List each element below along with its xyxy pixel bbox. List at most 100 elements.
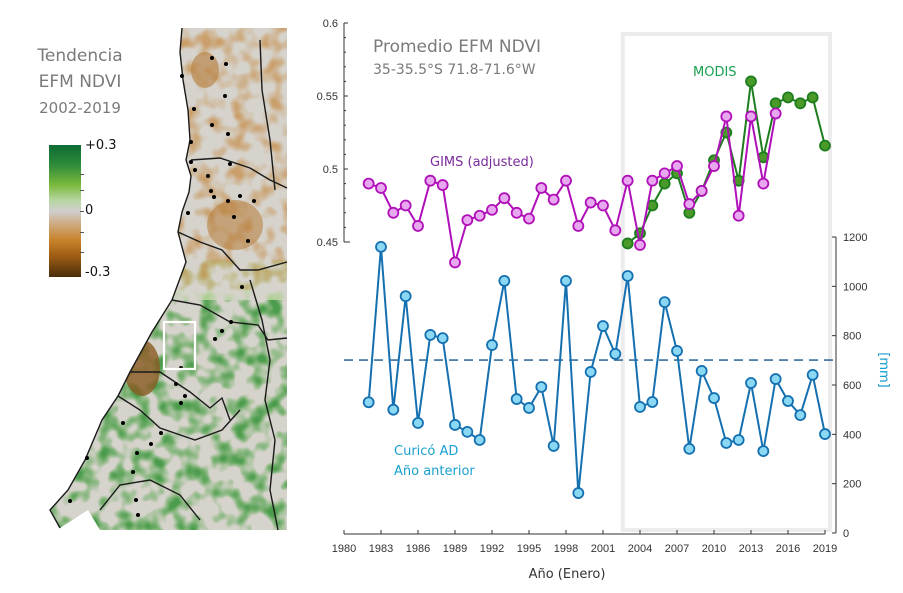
x-tick-label: 2016 [776, 543, 800, 555]
modis-series-label: MODIS [693, 65, 737, 80]
x-tick-label: 1980 [332, 543, 356, 555]
right-y-tick-label: 1000 [843, 281, 867, 293]
x-tick-label: 1989 [443, 543, 467, 555]
data-point-gims-adjusted [560, 174, 572, 187]
station-dot [135, 451, 139, 455]
ndvi-trend-map-panel: Tendencia EFM NDVI 2002-2019 +0.3 0 -0.3 [0, 0, 300, 593]
station-dot [226, 199, 230, 203]
station-dot [180, 74, 184, 78]
highlight-period-box [620, 32, 832, 532]
x-tick-label: 1992 [480, 543, 504, 555]
data-point-curic-ad-a-o-anterior [375, 240, 387, 253]
data-point-curic-ad-a-o-anterior [473, 434, 486, 446]
colorbar-mid-label: 0 [85, 203, 94, 218]
right-y-tick-label: 800 [843, 331, 861, 343]
data-point-curic-ad-a-o-anterior [362, 396, 375, 409]
station-dot [240, 285, 244, 289]
station-dot [183, 394, 187, 398]
colorbar-tick [80, 232, 84, 233]
data-point-curic-ad-a-o-anterior [819, 428, 831, 440]
data-point-gims-adjusted [634, 239, 646, 251]
colorbar-min-label: -0.3 [85, 265, 111, 280]
station-dot [136, 513, 140, 517]
data-point-gims-adjusted [424, 174, 437, 187]
data-point-curic-ad-a-o-anterior [695, 365, 708, 377]
right-y-tick-label: 200 [843, 479, 861, 491]
chart-subtitle: 35-35.5°S 71.8-71.6°W [373, 62, 536, 78]
station-dot [179, 401, 183, 405]
x-tick-label: 1986 [406, 543, 430, 555]
left-y-tick-label: 0.45 [317, 237, 338, 249]
data-point-curic-ad-a-o-anterior [646, 396, 659, 408]
data-point-gims-adjusted [671, 160, 683, 172]
station-dot [206, 174, 210, 178]
data-point-gims-adjusted [695, 184, 708, 197]
data-point-curic-ad-a-o-anterior [412, 417, 424, 429]
data-point-curic-ad-a-o-anterior [523, 402, 535, 414]
station-dot [174, 382, 178, 386]
station-dot [232, 215, 236, 219]
station-dot [121, 421, 125, 425]
data-point-curic-ad-a-o-anterior [560, 275, 572, 287]
data-point-curic-ad-a-o-anterior [745, 377, 757, 389]
station-dot [223, 94, 227, 98]
data-point-curic-ad-a-o-anterior [498, 275, 511, 287]
right-y-tick-label: 600 [843, 380, 861, 392]
series-gims-adjusted [362, 107, 782, 269]
station-dot [210, 56, 214, 60]
map-svg [49, 27, 288, 531]
data-point-curic-ad-a-o-anterior [547, 440, 560, 452]
chart-axes: 0.45 0.5 0.55 0.6 0 200 400 600 800 1000 1200 1980 1… [317, 18, 868, 555]
data-point-modis [658, 177, 671, 190]
station-dot [212, 195, 216, 199]
station-dot [193, 168, 197, 172]
data-point-curic-ad-a-o-anterior [769, 373, 782, 385]
data-point-gims-adjusted [584, 196, 597, 209]
data-point-gims-adjusted [387, 206, 400, 219]
data-point-curic-ad-a-o-anterior [449, 419, 461, 431]
map-boundaries [49, 27, 288, 531]
data-point-curic-ad-a-o-anterior [572, 487, 585, 499]
left-y-tick-label: 0.6 [323, 18, 338, 30]
data-point-curic-ad-a-o-anterior [510, 393, 523, 405]
x-tick-label: 1998 [554, 543, 578, 555]
data-point-gims-adjusted [757, 177, 770, 190]
data-point-curic-ad-a-o-anterior [634, 401, 646, 413]
data-point-curic-ad-a-o-anterior [658, 296, 671, 309]
data-point-gims-adjusted [362, 177, 375, 190]
chart-title: Promedio EFM NDVI [373, 37, 541, 57]
data-point-curic-ad-a-o-anterior [621, 270, 634, 282]
data-point-gims-adjusted [708, 160, 720, 172]
colorbar-tick [80, 252, 84, 253]
station-dot [134, 498, 138, 502]
series-layer [362, 75, 831, 499]
rainfall-series-label-line-1: Curicó AD [394, 444, 458, 459]
station-dot [149, 442, 153, 446]
data-point-curic-ad-a-o-anterior [683, 442, 696, 455]
data-point-gims-adjusted [572, 220, 585, 232]
data-point-gims-adjusted [745, 110, 757, 123]
x-tick-label: 2007 [665, 543, 689, 555]
data-point-gims-adjusted [646, 174, 659, 187]
data-point-curic-ad-a-o-anterior [806, 368, 819, 381]
colorbar-tick [80, 190, 84, 191]
right-y-tick-label: 400 [843, 429, 861, 441]
station-dot [131, 470, 135, 474]
data-point-gims-adjusted [535, 182, 548, 194]
weather-stations [68, 56, 256, 517]
data-point-curic-ad-a-o-anterior [671, 345, 683, 357]
data-point-gims-adjusted [498, 192, 511, 205]
data-point-curic-ad-a-o-anterior [399, 290, 412, 303]
data-point-curic-ad-a-o-anterior [584, 366, 597, 378]
colorbar-tick [80, 211, 84, 212]
x-tick-label: 2004 [628, 543, 652, 555]
station-dot [68, 499, 72, 503]
left-y-tick-label: 0.5 [323, 164, 338, 176]
data-point-curic-ad-a-o-anterior [782, 395, 794, 407]
x-tick-label: 2010 [702, 543, 726, 555]
data-point-gims-adjusted [732, 209, 745, 222]
station-dot [238, 194, 242, 198]
series-line-gims-adjusted [368, 113, 777, 263]
data-point-curic-ad-a-o-anterior [535, 381, 548, 393]
